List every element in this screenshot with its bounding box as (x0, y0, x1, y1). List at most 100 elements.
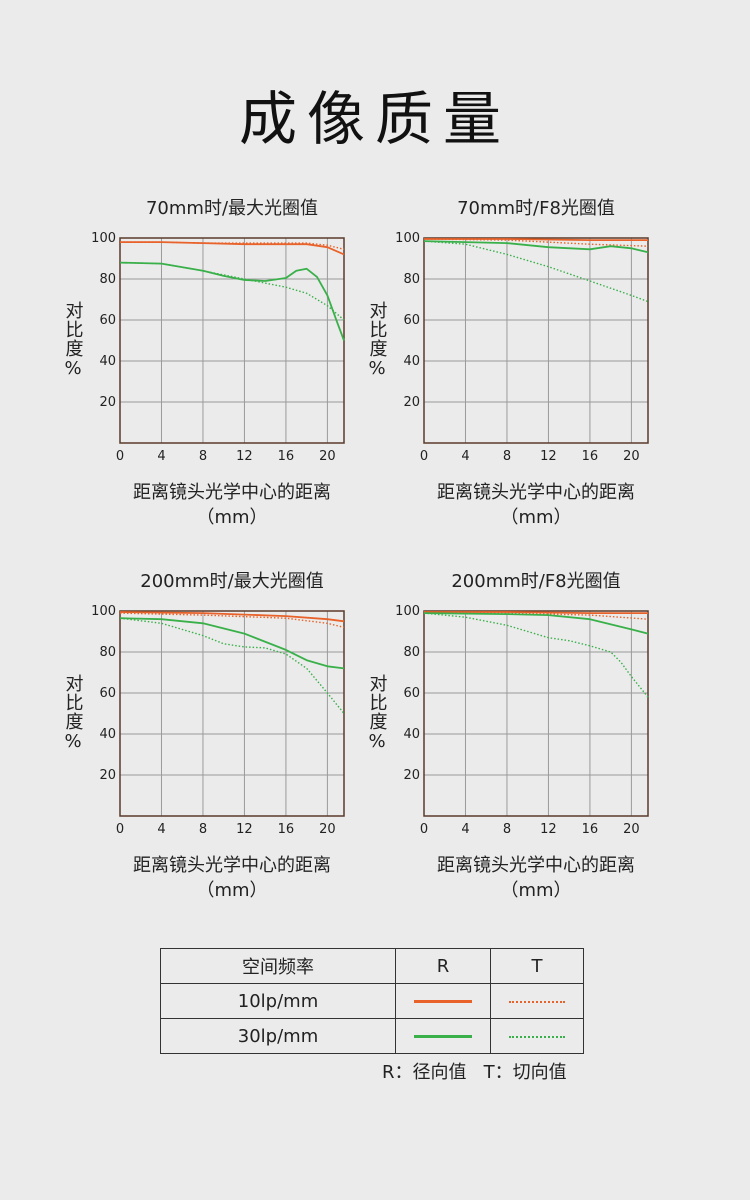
series-line (423, 240, 649, 254)
mtf-chart-200mm-max-aperture: 200mm时/最大光圈值 0 4 8 12 16 20 100 80 60 40 20 对比度% 距离镜头… (60, 563, 390, 903)
x-tick-label: 16 (582, 822, 599, 837)
y-tick-label: 60 (99, 686, 116, 701)
legend-header-row: 空间频率 R T (160, 948, 584, 984)
y-tick-label: 20 (403, 395, 420, 410)
y-tick-label: 100 (395, 604, 420, 619)
series-line (424, 238, 648, 241)
x-tick-label: 16 (582, 449, 599, 464)
legend-swatch-cell (395, 983, 491, 1019)
x-tick-label: 20 (319, 822, 336, 837)
y-tick-label: 80 (403, 272, 420, 287)
chart-svg: 70mm时/F8光圈值 0 4 8 12 16 20 100 80 60 40 20 对比度% 距离镜头光… (367, 198, 649, 528)
x-tick-label: 8 (199, 449, 207, 464)
x-axis-unit-label: （mm） (196, 507, 267, 528)
x-tick-label: 8 (503, 449, 511, 464)
y-tick-label: 20 (99, 768, 116, 783)
x-tick-label: 20 (319, 449, 336, 464)
series-line (423, 240, 649, 303)
legend-header-radial: R (395, 948, 491, 984)
x-axis-label: 距离镜头光学中心的距离 (437, 855, 635, 876)
x-tick-label: 0 (116, 822, 124, 837)
legend-swatch-cell (490, 1018, 584, 1054)
chart-title: 70mm时/F8光圈值 (457, 198, 615, 219)
series-line (120, 241, 345, 256)
mtf-chart-200mm-f8: 200mm时/F8光圈值 0 4 8 12 16 20 100 80 60 40 20 对比度% 距离镜头… (364, 563, 694, 903)
x-tick-label: 12 (236, 449, 253, 464)
legend-table: 空间频率 R T 10lp/mm 30lp/mm (160, 948, 584, 1054)
series-line (423, 612, 649, 698)
x-tick-label: 16 (278, 822, 295, 837)
x-axis-unit-label: （mm） (500, 880, 571, 901)
y-tick-label: 20 (99, 395, 116, 410)
y-tick-label: 60 (403, 686, 420, 701)
legend-swatch-30lp-radial (414, 1035, 472, 1038)
chart-svg: 70mm时/最大光圈值 0 4 8 12 16 20 100 80 60 40 20 对比度% 距离镜头光… (63, 198, 345, 528)
x-tick-label: 4 (461, 449, 469, 464)
legend-header-tangential: T (490, 948, 584, 984)
y-tick-label: 100 (395, 231, 420, 246)
x-axis-unit-label: （mm） (500, 507, 571, 528)
y-tick-label: 100 (91, 604, 116, 619)
x-tick-label: 4 (157, 449, 165, 464)
legend-swatch-30lp-tangential (509, 1035, 565, 1038)
legend-row-30lp: 30lp/mm (160, 1018, 584, 1054)
legend-note: R：径向值 T：切向值 (382, 1062, 567, 1083)
y-tick-label: 80 (403, 645, 420, 660)
chart-title: 200mm时/F8光圈值 (451, 571, 620, 592)
series-line (119, 261, 345, 341)
x-tick-label: 0 (116, 449, 124, 464)
y-tick-label: 40 (99, 354, 116, 369)
legend-swatch-cell (490, 983, 584, 1019)
legend-row-label: 10lp/mm (160, 983, 396, 1019)
chart-title: 200mm时/最大光圈值 (140, 571, 324, 592)
legend-swatch-10lp-radial (414, 1000, 472, 1003)
legend-header-frequency: 空间频率 (160, 948, 396, 984)
series-line (423, 612, 649, 635)
series-line (119, 612, 345, 629)
y-tick-label: 40 (403, 354, 420, 369)
y-tick-label: 40 (403, 727, 420, 742)
y-axis-label: 对比度% (367, 674, 388, 753)
chart-svg: 200mm时/F8光圈值 0 4 8 12 16 20 100 80 60 40 20 对比度% 距离镜头… (367, 571, 649, 901)
x-tick-label: 8 (503, 822, 511, 837)
series-line (119, 617, 345, 670)
plot-frame (119, 610, 345, 817)
x-tick-label: 4 (461, 822, 469, 837)
chart-title: 70mm时/最大光圈值 (146, 198, 318, 219)
x-tick-label: 4 (157, 822, 165, 837)
y-axis-label: 对比度% (63, 301, 84, 380)
y-tick-label: 80 (99, 645, 116, 660)
y-tick-label: 40 (99, 727, 116, 742)
x-axis-label: 距离镜头光学中心的距离 (437, 482, 635, 503)
legend-row-10lp: 10lp/mm (160, 983, 584, 1019)
x-axis-unit-label: （mm） (196, 880, 267, 901)
mtf-chart-70mm-max-aperture: 70mm时/最大光圈值 0 4 8 12 16 20 100 80 60 40 20 对比度% 距离镜头光… (60, 190, 390, 530)
x-tick-label: 20 (623, 822, 640, 837)
chart-svg: 200mm时/最大光圈值 0 4 8 12 16 20 100 80 60 40 20 对比度% 距离镜头… (63, 571, 345, 901)
page-title: 成像质量 (238, 85, 511, 153)
y-tick-label: 80 (99, 272, 116, 287)
plot-frame (423, 237, 649, 444)
y-tick-label: 20 (403, 768, 420, 783)
mtf-chart-70mm-f8: 70mm时/F8光圈值 0 4 8 12 16 20 100 80 60 40 20 对比度% 距离镜头光… (364, 190, 694, 530)
x-tick-label: 0 (420, 822, 428, 837)
plot-frame (119, 237, 345, 444)
series-line (119, 611, 345, 623)
legend-row-label: 30lp/mm (160, 1018, 396, 1054)
x-axis-label: 距离镜头光学中心的距离 (133, 482, 331, 503)
x-tick-label: 12 (540, 449, 557, 464)
series-line (119, 617, 345, 714)
plot-frame (423, 610, 649, 817)
legend-swatch-10lp-tangential (509, 1000, 565, 1003)
x-tick-label: 20 (623, 449, 640, 464)
x-tick-label: 16 (278, 449, 295, 464)
y-tick-label: 100 (91, 231, 116, 246)
y-axis-label: 对比度% (63, 674, 84, 753)
x-tick-label: 12 (540, 822, 557, 837)
y-axis-label: 对比度% (367, 301, 388, 380)
y-tick-label: 60 (403, 313, 420, 328)
y-tick-label: 60 (99, 313, 116, 328)
series-line (120, 241, 345, 250)
series-line (424, 611, 648, 614)
x-tick-label: 0 (420, 449, 428, 464)
